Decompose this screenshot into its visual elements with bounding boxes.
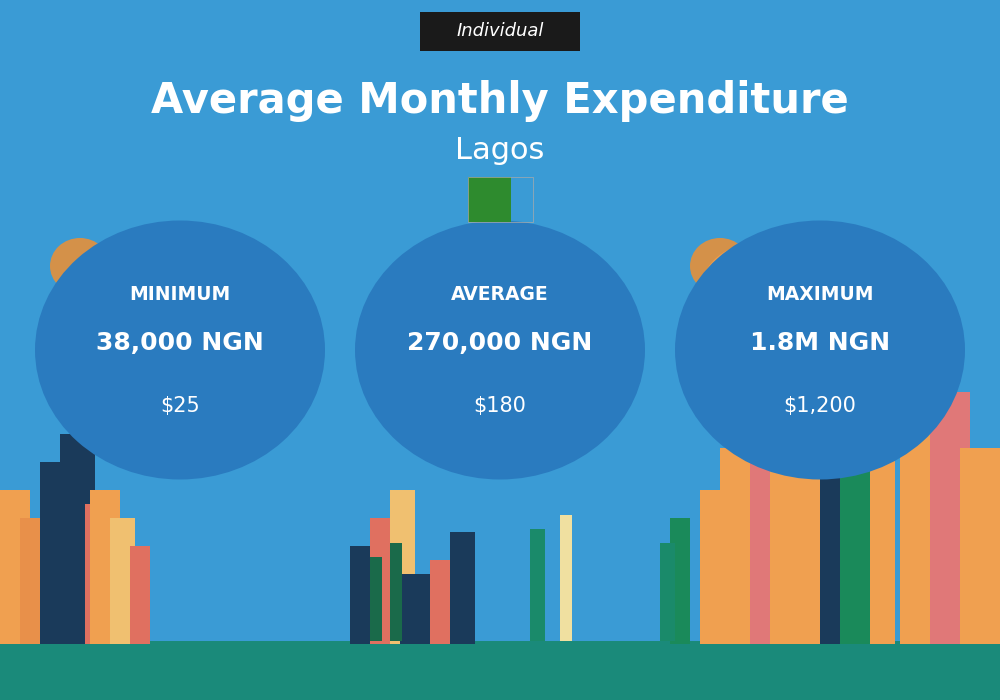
Bar: [720, 448, 750, 644]
Bar: [350, 546, 375, 644]
Bar: [390, 542, 402, 640]
Bar: [489, 176, 511, 223]
Bar: [670, 518, 690, 644]
Bar: [930, 392, 970, 644]
Ellipse shape: [170, 259, 270, 357]
Bar: [960, 448, 1000, 644]
Bar: [130, 546, 150, 644]
Bar: [370, 518, 390, 644]
Bar: [0, 490, 30, 644]
Bar: [20, 518, 45, 644]
Bar: [468, 176, 489, 223]
Text: MAXIMUM: MAXIMUM: [766, 284, 874, 304]
Bar: [40, 462, 80, 644]
Bar: [90, 490, 120, 644]
Ellipse shape: [690, 238, 750, 294]
Text: Lagos: Lagos: [455, 136, 545, 165]
Bar: [430, 560, 450, 644]
Text: AVERAGE: AVERAGE: [451, 284, 549, 304]
Bar: [530, 528, 545, 640]
Bar: [660, 542, 675, 640]
Bar: [0, 640, 1000, 700]
Bar: [840, 420, 870, 644]
Text: $1,200: $1,200: [784, 396, 856, 416]
Ellipse shape: [355, 220, 645, 480]
Bar: [370, 556, 382, 640]
Text: Individual: Individual: [456, 22, 544, 41]
Bar: [85, 504, 105, 644]
Ellipse shape: [760, 245, 840, 315]
Ellipse shape: [700, 245, 800, 343]
Bar: [560, 514, 572, 640]
Bar: [60, 434, 95, 644]
Bar: [870, 392, 895, 644]
Bar: [750, 420, 775, 644]
Text: Average Monthly Expenditure: Average Monthly Expenditure: [151, 80, 849, 122]
Text: 1.8M NGN: 1.8M NGN: [750, 331, 890, 355]
Bar: [110, 518, 135, 644]
Text: 38,000 NGN: 38,000 NGN: [96, 331, 264, 355]
FancyBboxPatch shape: [420, 12, 580, 51]
Bar: [489, 176, 511, 223]
Bar: [900, 364, 935, 644]
Bar: [770, 378, 810, 644]
Text: $180: $180: [474, 396, 526, 416]
Bar: [820, 448, 840, 644]
Ellipse shape: [220, 259, 300, 329]
Bar: [450, 532, 475, 644]
Bar: [468, 176, 532, 223]
Bar: [800, 406, 825, 644]
Bar: [700, 490, 725, 644]
Ellipse shape: [50, 238, 110, 294]
Bar: [400, 574, 430, 644]
Text: MINIMUM: MINIMUM: [129, 284, 231, 304]
Text: $25: $25: [160, 396, 200, 416]
Ellipse shape: [35, 220, 325, 480]
Ellipse shape: [675, 220, 965, 480]
Bar: [390, 490, 415, 644]
Text: 270,000 NGN: 270,000 NGN: [407, 331, 593, 355]
